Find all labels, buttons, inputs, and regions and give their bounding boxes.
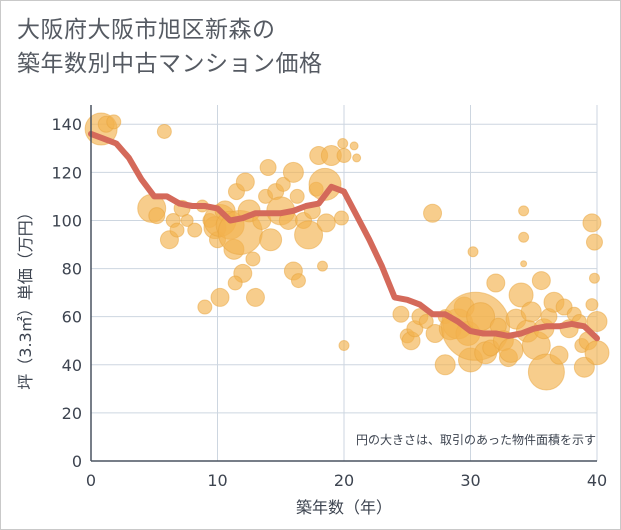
data-bubble [333,210,349,226]
data-bubble [585,233,603,251]
data-bubble [106,114,122,130]
data-bubble [498,337,524,363]
data-bubble [549,345,569,365]
y-axis-title: 坪（3.3㎡）単価（万円） [16,204,35,389]
data-bubble [289,188,305,204]
chart-title: 大阪府大阪市旭区新森の 築年数別中古マンション価格 [17,13,323,81]
data-bubble [486,273,506,293]
title-line-2: 築年数別中古マンション価格 [17,51,323,77]
y-tick-labels: 0 20 40 60 80 100 120 140 [51,115,82,471]
data-bubble [294,220,324,250]
data-bubble [227,275,243,291]
data-bubble [418,313,434,329]
price-trend-line [88,130,600,342]
data-bubble [148,207,166,225]
data-bubble [337,137,349,149]
data-bubble [259,228,283,252]
x-tick-label: 40 [587,471,607,490]
data-bubble [338,340,350,352]
data-bubble [316,260,328,272]
data-bubble [352,153,362,163]
y-tick-label: 120 [51,163,82,182]
data-bubble [275,176,291,192]
data-bubble [518,205,530,217]
data-bubble [245,287,265,307]
data-bubble [259,159,277,177]
y-tick-label: 80 [62,260,82,279]
y-tick-label: 0 [72,452,82,471]
data-bubble [582,213,602,233]
x-tick-label: 20 [334,471,354,490]
x-tick-label: 0 [86,471,96,490]
bubble-size-note: 円の大きさは、取引のあった物件面積を示す [356,432,596,447]
data-bubble [290,273,306,289]
data-bubble [508,282,534,308]
data-bubble [586,310,608,332]
data-bubble [282,161,304,183]
data-bubble [434,354,456,376]
y-tick-label: 100 [51,211,82,230]
data-bubble [520,301,542,323]
x-tick-label: 10 [207,471,227,490]
data-bubble [197,299,213,315]
y-tick-label: 60 [62,308,82,327]
axes [90,105,597,462]
data-bubble [392,305,410,323]
title-line-1: 大阪府大阪市旭区新森の [17,17,276,43]
x-axis-title: 築年数（年） [296,498,392,517]
data-bubble [518,231,530,243]
data-bubble [531,271,551,291]
data-bubble [585,298,599,312]
data-bubble [245,251,261,267]
data-bubble [210,287,230,307]
data-bubble [588,272,600,284]
data-bubble [423,203,443,223]
data-bubble [169,222,185,238]
data-bubble [308,167,342,201]
data-bubble [336,148,352,164]
data-bubble [467,246,479,258]
data-bubble [235,172,255,192]
data-bubble [584,340,610,366]
data-bubble [316,213,336,233]
y-tick-label: 140 [51,115,82,134]
bubble-layer [84,112,610,391]
data-bubble [187,222,203,238]
data-bubble [156,123,172,139]
data-bubble [180,213,194,227]
y-tick-label: 40 [62,356,82,375]
x-tick-labels: 0 10 20 30 40 [86,471,607,490]
data-bubble [349,141,359,151]
data-bubble [520,260,528,268]
y-tick-label: 20 [62,404,82,423]
x-tick-label: 30 [460,471,480,490]
